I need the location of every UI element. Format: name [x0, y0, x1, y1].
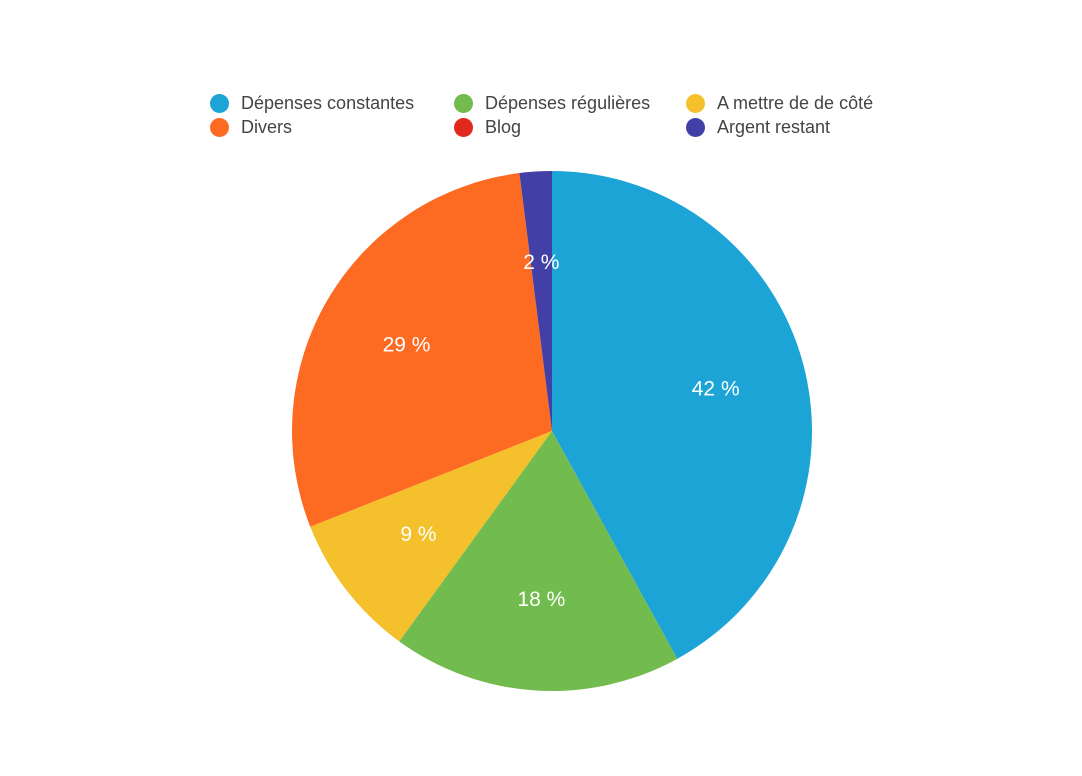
slice-label-a-mettre-de-de-cote: 9 % — [400, 523, 436, 546]
legend-swatch — [454, 93, 473, 113]
legend-item-argent-restant[interactable]: Argent restant — [686, 117, 910, 137]
legend-label: Argent restant — [717, 116, 831, 137]
slice-label-depenses-regulieres: 18 % — [517, 588, 565, 611]
legend-label: Dépenses régulières — [485, 92, 651, 113]
pie-slice-depenses-constantes[interactable] — [552, 171, 812, 659]
pie-slice-argent-restant[interactable] — [519, 171, 552, 431]
legend-item-blog[interactable]: Blog — [454, 117, 686, 137]
slice-label-argent-restant: 2 % — [523, 251, 559, 274]
legend-swatch — [686, 117, 705, 137]
legend-label: Blog — [485, 116, 522, 137]
pie-slice-a-mettre-de-de-cote[interactable] — [310, 431, 552, 642]
pie-slice-divers[interactable] — [292, 173, 552, 527]
legend-swatch — [454, 117, 473, 137]
legend-label: Divers — [241, 116, 293, 137]
chart-legend: Dépenses constantes Dépenses régulières … — [210, 93, 910, 137]
legend-swatch — [686, 93, 705, 113]
slice-label-divers: 29 % — [383, 333, 431, 356]
legend-swatch — [210, 117, 229, 137]
legend-label: Dépenses constantes — [241, 92, 415, 113]
pie-slice-depenses-regulieres[interactable] — [399, 431, 678, 692]
legend-item-divers[interactable]: Divers — [210, 117, 454, 137]
legend-item-depenses-regulieres[interactable]: Dépenses régulières — [454, 93, 686, 113]
legend-item-depenses-constantes[interactable]: Dépenses constantes — [210, 93, 454, 113]
slice-label-depenses-constantes: 42 % — [692, 377, 740, 400]
legend-label: A mettre de de côté — [717, 92, 874, 113]
legend-swatch — [210, 93, 229, 113]
legend-item-a-mettre-de-cote[interactable]: A mettre de de côté — [686, 93, 910, 113]
